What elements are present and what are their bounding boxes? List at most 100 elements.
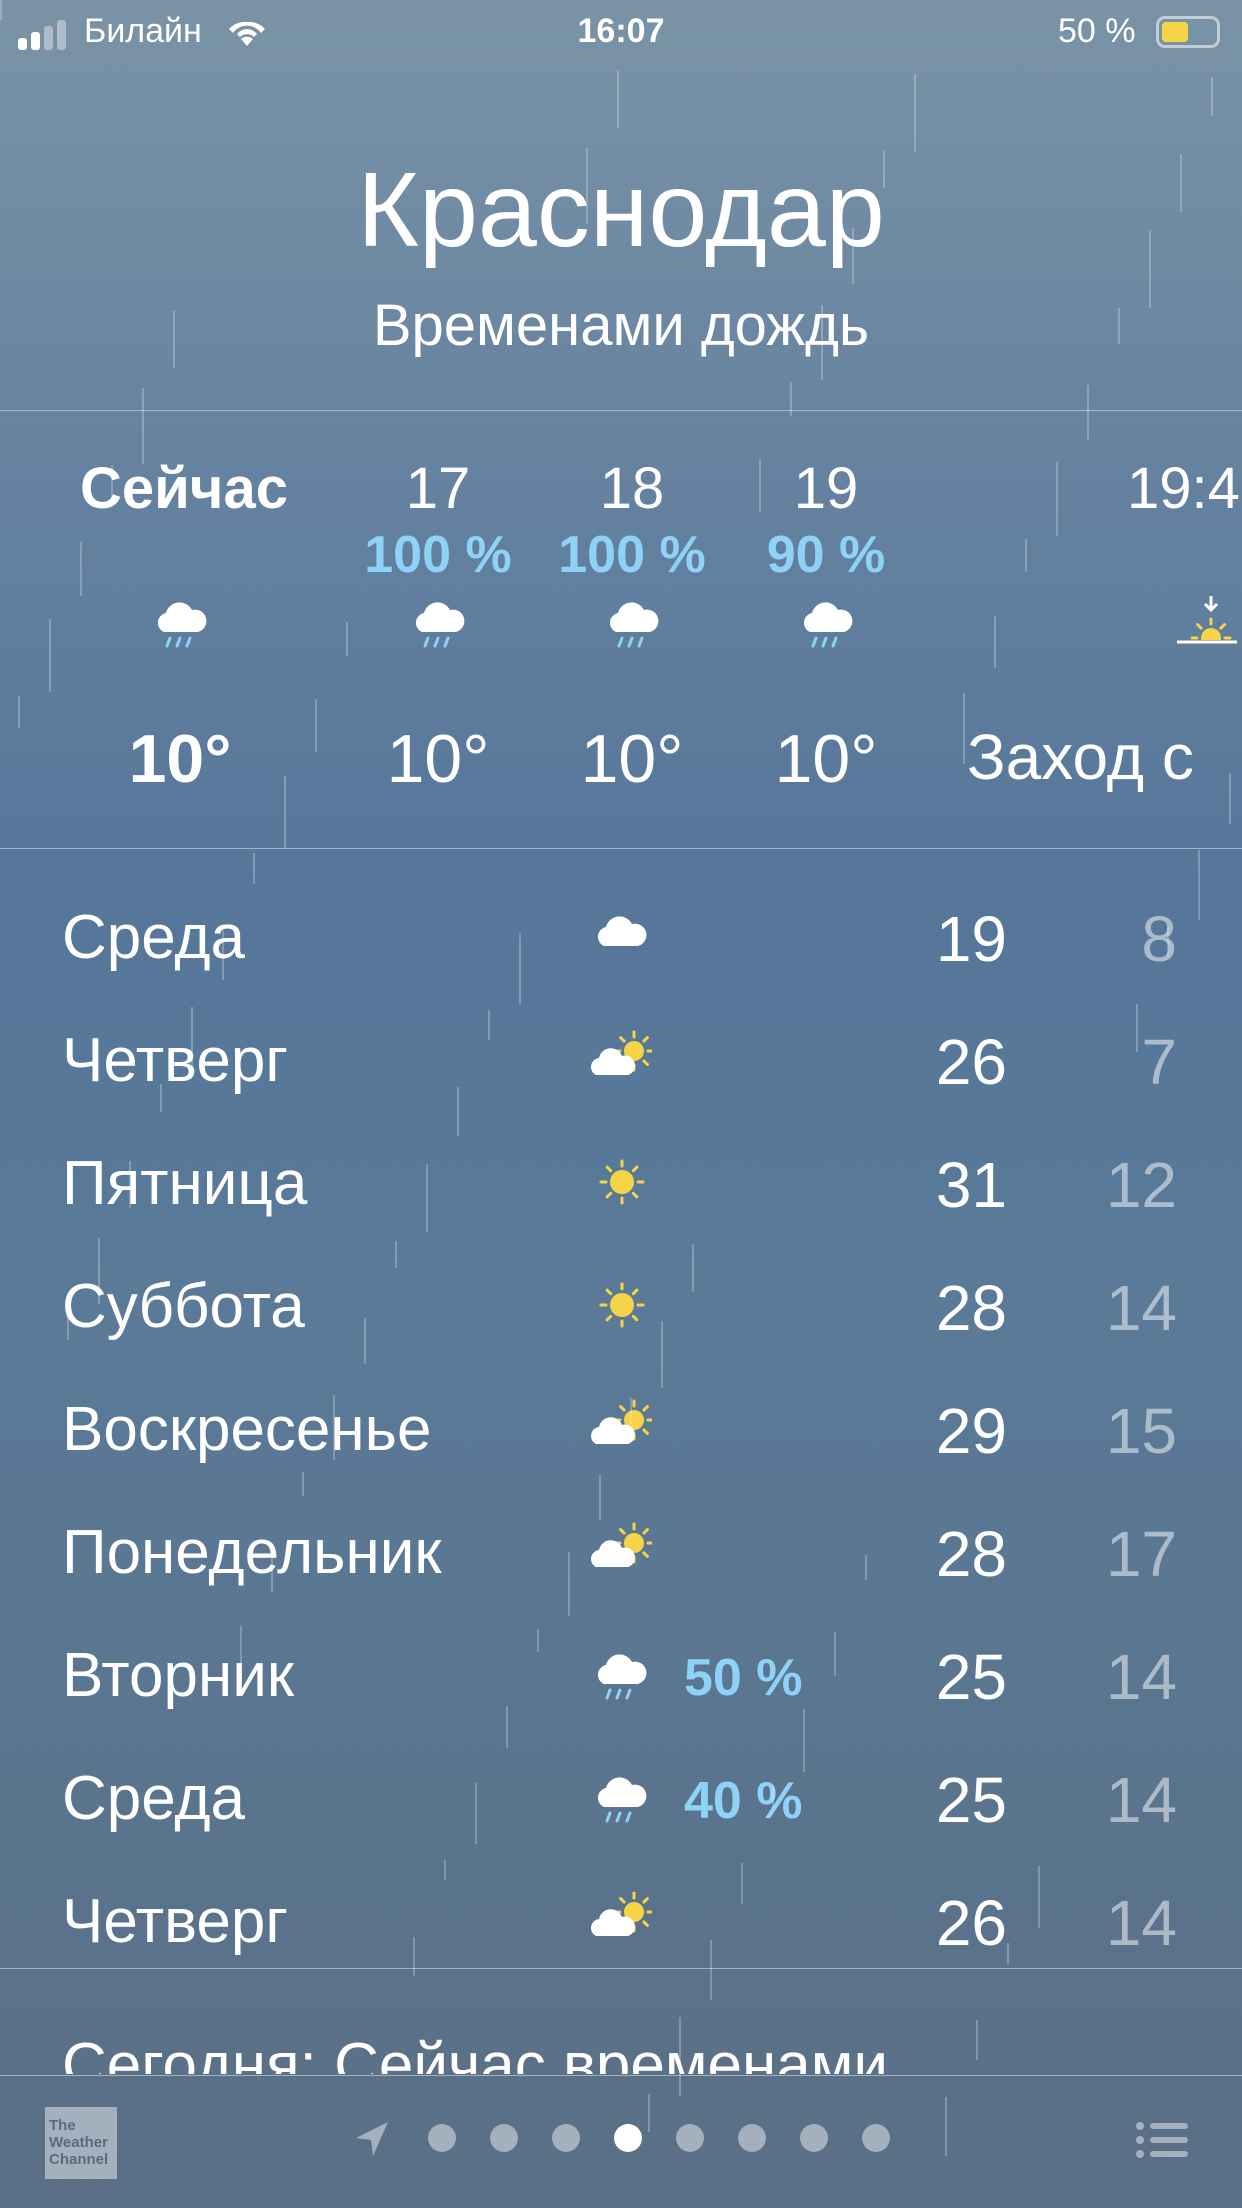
raindrop <box>1136 1004 1138 1052</box>
raindrop <box>537 1629 539 1652</box>
signal-icon <box>18 20 66 50</box>
high-temp: 19 <box>935 903 1007 975</box>
status-bar: Билайн 16:07 50 % <box>0 0 1242 64</box>
raindrop <box>976 2020 978 2060</box>
raindrop <box>1025 539 1027 572</box>
daily-row: Воскресенье 29 15 <box>0 1364 1242 1487</box>
raindrop <box>488 1010 490 1040</box>
raindrop <box>222 930 224 980</box>
rain-cloud-icon <box>803 602 853 648</box>
day-name: Пятница <box>62 1149 308 1218</box>
hour-label: 19:4 <box>1127 456 1240 521</box>
low-temp: 15 <box>1105 1395 1177 1467</box>
high-temp: 26 <box>935 1887 1007 1959</box>
raindrop <box>413 1937 415 1976</box>
raindrop <box>963 693 965 764</box>
daily-row: Понедельник 28 17 <box>0 1487 1242 1610</box>
daily-row: Вторник 50 % 25 14 <box>0 1610 1242 1733</box>
raindrop <box>80 542 82 596</box>
low-temp: 12 <box>1105 1149 1177 1221</box>
raindrop <box>1229 773 1231 824</box>
raindrop <box>1007 1943 1009 1964</box>
low-temp: 14 <box>1105 1641 1177 1713</box>
raindrop <box>1149 231 1151 308</box>
raindrop <box>679 2017 681 2096</box>
low-temp: 14 <box>1105 1887 1177 1959</box>
day-name: Воскресенье <box>62 1395 432 1464</box>
hour-label: 17 <box>405 456 471 521</box>
divider <box>0 848 1242 849</box>
raindrop <box>475 1783 477 1844</box>
day-name: Среда <box>62 1764 246 1833</box>
partly-cloudy-icon <box>591 1399 652 1444</box>
day-name: Четверг <box>62 1887 288 1956</box>
raindrop <box>1180 154 1182 212</box>
daily-row: Суббота 28 14 <box>0 1241 1242 1364</box>
precip-chance: 40 % <box>684 1772 803 1830</box>
raindrop <box>1211 77 1213 116</box>
current-condition: Временами дождь <box>372 293 870 358</box>
raindrop <box>49 619 51 692</box>
location-arrow-icon[interactable] <box>352 2118 392 2158</box>
raindrop <box>1038 1866 1040 1928</box>
raindrop <box>302 1472 304 1496</box>
raindrop <box>0 0 2 20</box>
raindrop <box>586 148 588 224</box>
low-temp: 8 <box>1141 903 1177 975</box>
page-dot[interactable] <box>862 2124 890 2152</box>
raindrop <box>364 1318 366 1364</box>
low-temp: 14 <box>1105 1272 1177 1344</box>
raindrop <box>111 465 113 500</box>
page-dot[interactable] <box>552 2124 580 2152</box>
raindrop <box>834 1632 836 1676</box>
list-icon[interactable] <box>1136 2122 1188 2158</box>
raindrop <box>914 74 916 152</box>
sun-icon <box>599 1159 645 1205</box>
raindrop <box>253 853 255 884</box>
partly-cloudy-icon <box>591 1891 652 1936</box>
raindrop <box>506 1706 508 1748</box>
page-dot[interactable] <box>800 2124 828 2152</box>
divider <box>0 2075 1242 2076</box>
hour-temp: Заход с <box>967 721 1194 793</box>
wifi-icon <box>229 21 265 46</box>
daily-row: Пятница 31 12 <box>0 1118 1242 1241</box>
page-dot[interactable] <box>738 2124 766 2152</box>
raindrop <box>617 71 619 128</box>
page-dot[interactable] <box>614 2124 642 2152</box>
raindrop <box>865 1555 867 1580</box>
rain-cloud-icon <box>415 602 465 648</box>
page-dot[interactable] <box>428 2124 456 2152</box>
raindrop <box>599 1475 601 1520</box>
raindrop <box>1056 462 1058 536</box>
raindrop <box>945 2097 947 2156</box>
raindrop <box>346 622 348 656</box>
today-summary: Сегодня: Сейчас временами <box>62 2031 888 2074</box>
raindrop <box>519 933 521 1004</box>
divider <box>0 1968 1242 1969</box>
carrier-name: Билайн <box>84 12 202 50</box>
high-temp: 25 <box>935 1641 1007 1713</box>
page-dot[interactable] <box>490 2124 518 2152</box>
raindrop <box>630 1398 632 1424</box>
hour-label: 19 <box>793 456 859 521</box>
page-dot[interactable] <box>676 2124 704 2152</box>
raindrop <box>790 382 792 416</box>
hour-label: 18 <box>599 456 665 521</box>
raindrop <box>191 1007 193 1076</box>
raindrop <box>1118 308 1120 344</box>
sun-icon <box>599 1282 645 1328</box>
precip-chance: 100 % <box>364 526 512 584</box>
raindrop <box>457 1087 459 1136</box>
weather-channel-logo[interactable]: The Weather Channel <box>45 2107 117 2179</box>
raindrop <box>883 151 885 188</box>
hour-temp: 10° <box>580 721 684 797</box>
rain-cloud-icon <box>609 602 659 648</box>
raindrop <box>98 1238 100 1304</box>
raindrop <box>444 1860 446 1880</box>
raindrop <box>173 311 175 368</box>
raindrop <box>741 1863 743 1904</box>
high-temp: 28 <box>935 1272 1007 1344</box>
raindrop <box>661 1321 663 1388</box>
cloud-icon <box>597 916 647 946</box>
